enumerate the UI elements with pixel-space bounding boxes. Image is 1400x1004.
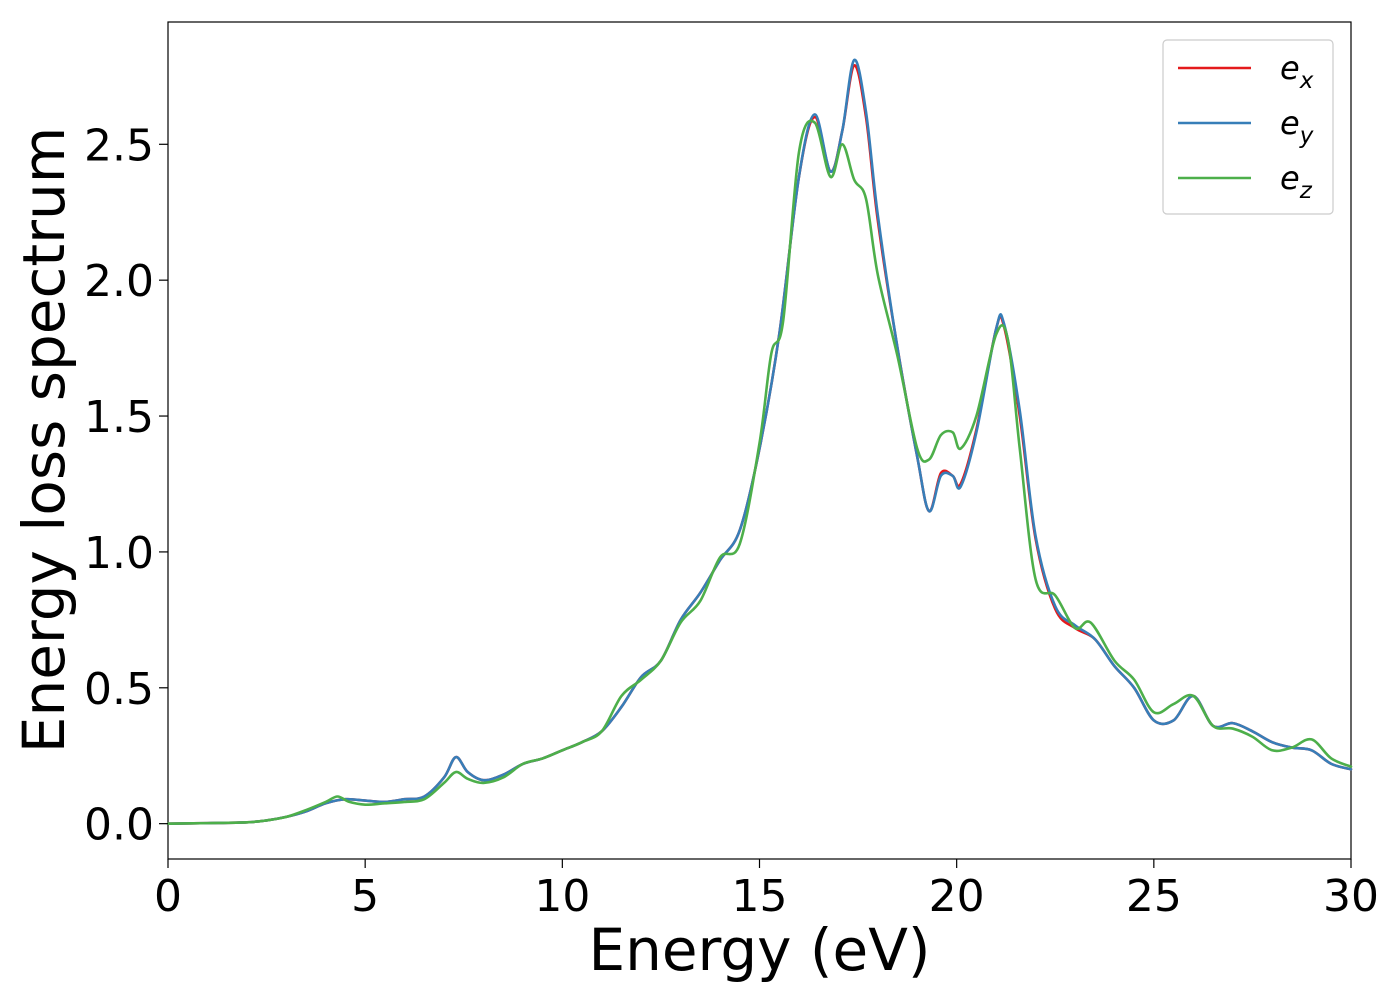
x-tick-label: 20	[929, 871, 985, 922]
x-tick-label: 30	[1323, 871, 1379, 922]
x-tick-label: 25	[1126, 871, 1182, 922]
y-axis-ticks: 0.0 0.5 1.0 1.5 2.0 2.5	[84, 120, 168, 851]
x-tick-label: 15	[732, 871, 788, 922]
y-tick-label: 0.5	[84, 664, 154, 715]
y-tick-label: 1.0	[84, 528, 154, 579]
x-tick-label: 0	[154, 871, 182, 922]
x-axis-label: Energy (eV)	[588, 916, 930, 984]
legend-label-e-z: ez	[1280, 159, 1313, 204]
series-line-e-y	[166, 58, 1353, 825]
x-axis-ticks: 0 5 10 15 20 25 30	[154, 859, 1379, 922]
legend-box	[1162, 39, 1334, 215]
y-tick-label: 2.5	[84, 120, 154, 171]
x-tick-label: 5	[351, 871, 379, 922]
legend-label-e-y: ey	[1280, 104, 1314, 149]
legend-label-e-x: ex	[1280, 49, 1314, 94]
x-tick-label: 10	[534, 871, 590, 922]
y-tick-label: 2.0	[84, 256, 154, 307]
series-lines	[166, 58, 1353, 825]
y-tick-label: 1.5	[84, 392, 154, 443]
series-line-e-z	[166, 119, 1353, 825]
legend: ex ey ez	[1162, 39, 1334, 215]
y-axis-label: Energy loss spectrum	[10, 127, 78, 753]
y-tick-label: 0.0	[84, 800, 154, 851]
